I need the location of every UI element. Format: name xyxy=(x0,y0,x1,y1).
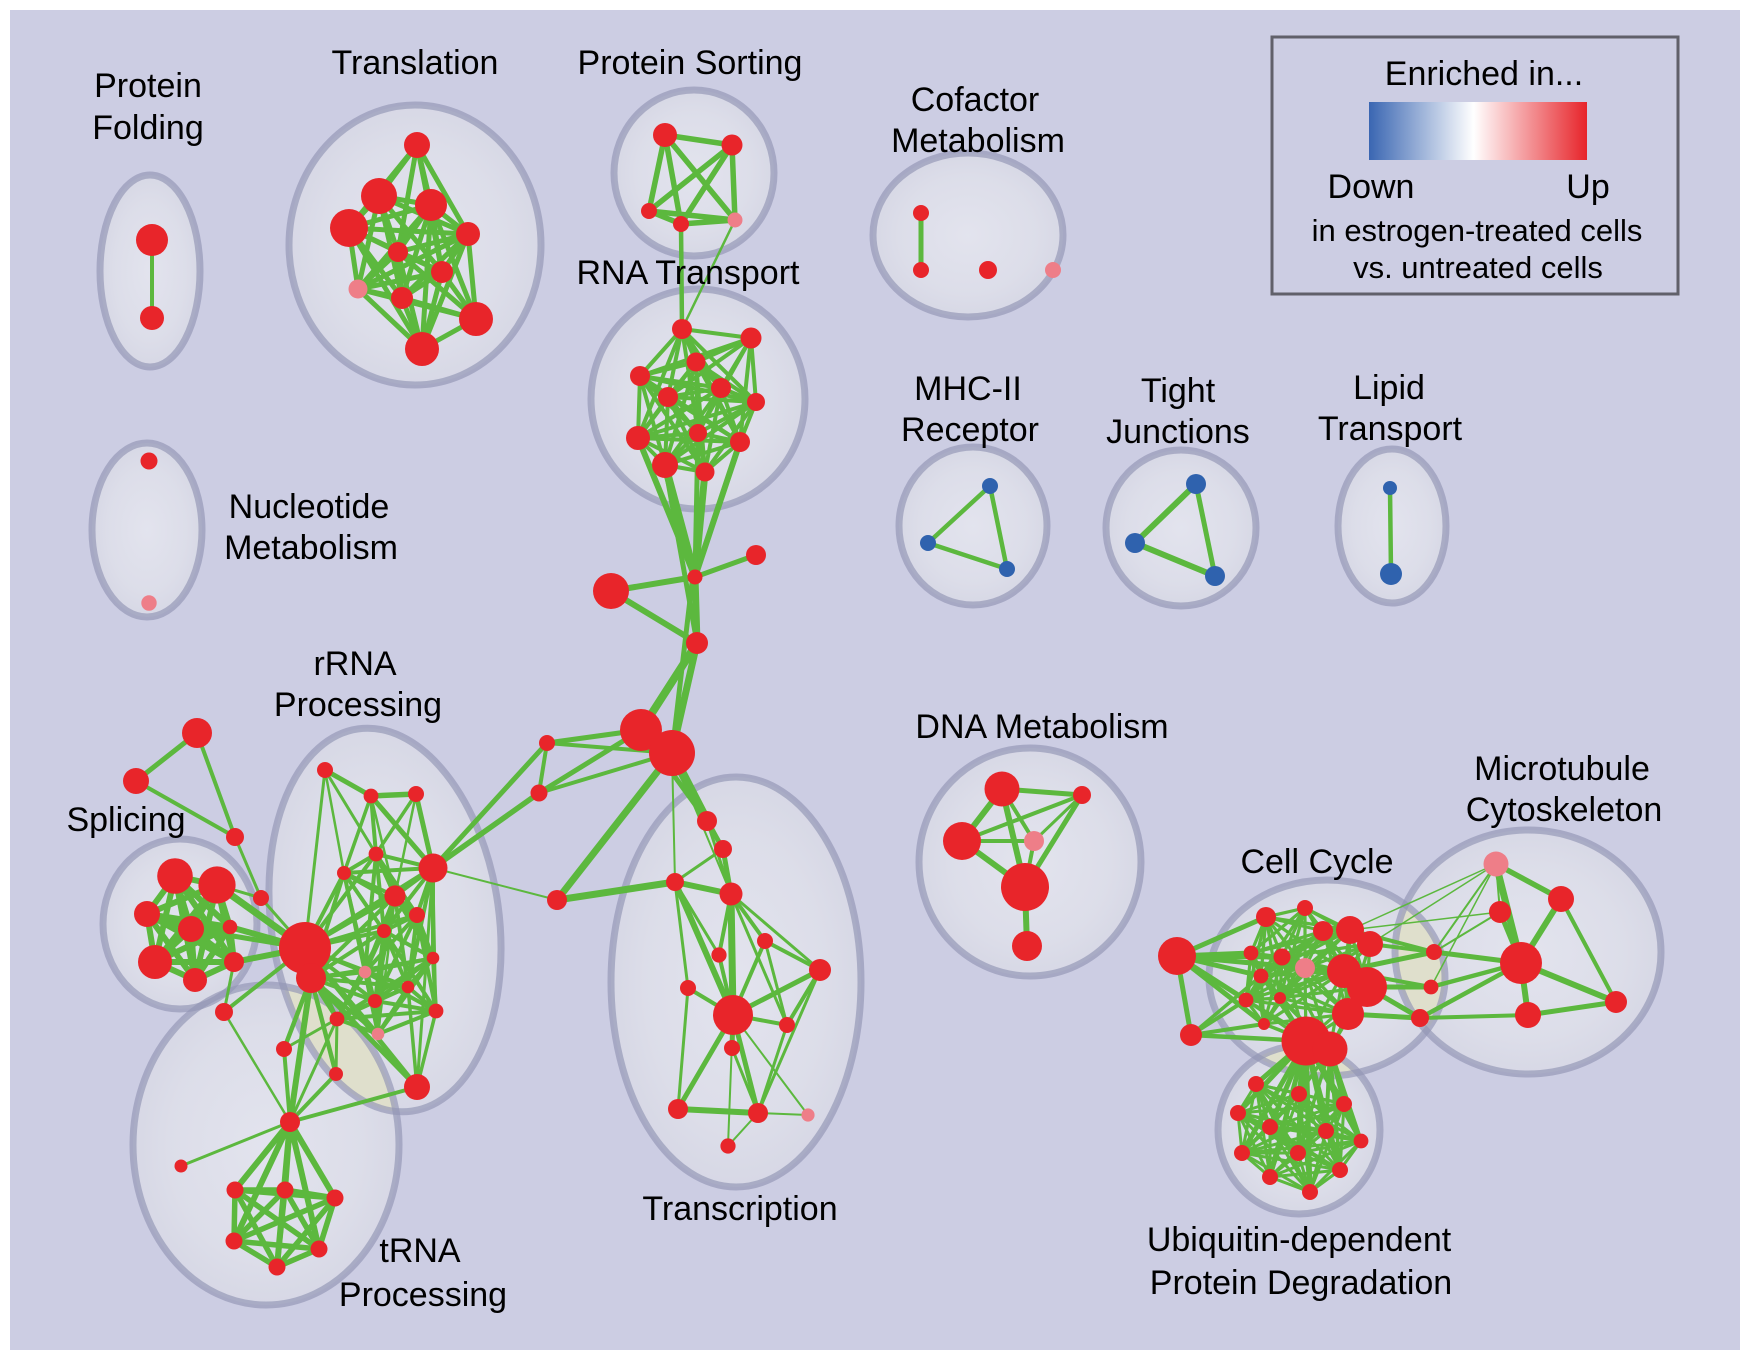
svg-text:Transport: Transport xyxy=(1318,410,1463,448)
svg-text:Translation: Translation xyxy=(332,44,499,82)
svg-text:Tight: Tight xyxy=(1141,372,1216,410)
svg-text:DNA Metabolism: DNA Metabolism xyxy=(915,708,1168,746)
svg-text:Protein: Protein xyxy=(94,67,202,105)
svg-text:tRNA: tRNA xyxy=(379,1232,461,1270)
svg-text:Metabolism: Metabolism xyxy=(224,529,398,567)
svg-text:Microtubule: Microtubule xyxy=(1474,750,1650,788)
svg-text:RNA Transport: RNA Transport xyxy=(577,254,801,292)
svg-text:Splicing: Splicing xyxy=(66,801,185,839)
svg-text:Down: Down xyxy=(1328,168,1415,206)
svg-text:rRNA: rRNA xyxy=(313,645,396,683)
svg-text:Lipid: Lipid xyxy=(1353,369,1425,407)
svg-text:Receptor: Receptor xyxy=(901,411,1039,449)
svg-text:Processing: Processing xyxy=(274,686,442,724)
svg-text:Cytoskeleton: Cytoskeleton xyxy=(1466,791,1663,829)
svg-text:Cofactor: Cofactor xyxy=(911,81,1040,119)
svg-text:Enriched in...: Enriched in... xyxy=(1385,55,1583,93)
svg-text:Cell Cycle: Cell Cycle xyxy=(1240,843,1393,881)
svg-text:Junctions: Junctions xyxy=(1106,413,1250,451)
svg-text:Ubiquitin-dependent: Ubiquitin-dependent xyxy=(1147,1221,1452,1259)
svg-text:Processing: Processing xyxy=(339,1276,507,1314)
svg-text:Protein Degradation: Protein Degradation xyxy=(1150,1264,1452,1302)
svg-text:Metabolism: Metabolism xyxy=(891,122,1065,160)
svg-text:Up: Up xyxy=(1566,168,1609,206)
svg-text:in estrogen-treated cells: in estrogen-treated cells xyxy=(1312,213,1643,248)
svg-text:Protein Sorting: Protein Sorting xyxy=(578,44,803,82)
svg-text:Nucleotide: Nucleotide xyxy=(229,488,390,526)
svg-text:Folding: Folding xyxy=(92,109,204,147)
svg-text:Transcription: Transcription xyxy=(642,1190,837,1228)
svg-text:vs. untreated cells: vs. untreated cells xyxy=(1353,250,1603,285)
svg-text:MHC-II: MHC-II xyxy=(914,370,1022,408)
